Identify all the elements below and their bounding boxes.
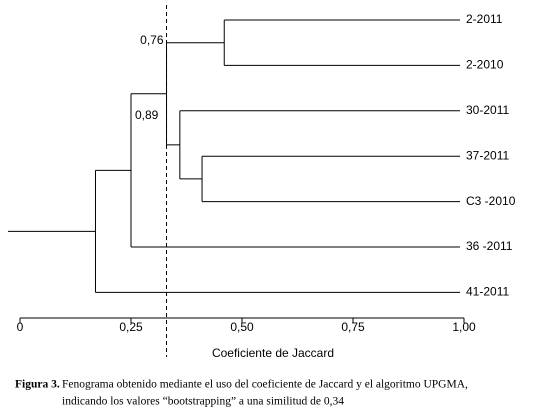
x-tick-label: 0,75 [341, 320, 365, 334]
x-tick-label: 0,25 [119, 320, 143, 334]
bootstrap-label: 0,89 [135, 108, 159, 122]
caption-label: Figura 3. [15, 379, 60, 391]
x-axis-label: Coeficiente de Jaccard [212, 346, 334, 360]
leaf-label: 36 -2011 [466, 239, 513, 253]
leaf-label: C3 -2010 [466, 194, 516, 208]
leaf-label: 37-2011 [466, 148, 509, 162]
x-tick-label: 0,50 [230, 320, 254, 334]
caption-text: Fenograma obtenido mediante el uso del c… [62, 379, 468, 391]
leaf-label: 30-2011 [466, 103, 509, 117]
leaf-label: 41-2011 [466, 285, 509, 299]
x-tick-label: 0 [17, 320, 24, 334]
x-tick-label: 1,00 [452, 320, 476, 334]
bootstrap-label: 0,76 [140, 33, 164, 47]
leaf-label: 2-2011 [466, 12, 503, 26]
leaf-label: 2-2010 [466, 58, 504, 72]
caption-text: indicando los valores “bootstrapping” a … [62, 396, 344, 408]
